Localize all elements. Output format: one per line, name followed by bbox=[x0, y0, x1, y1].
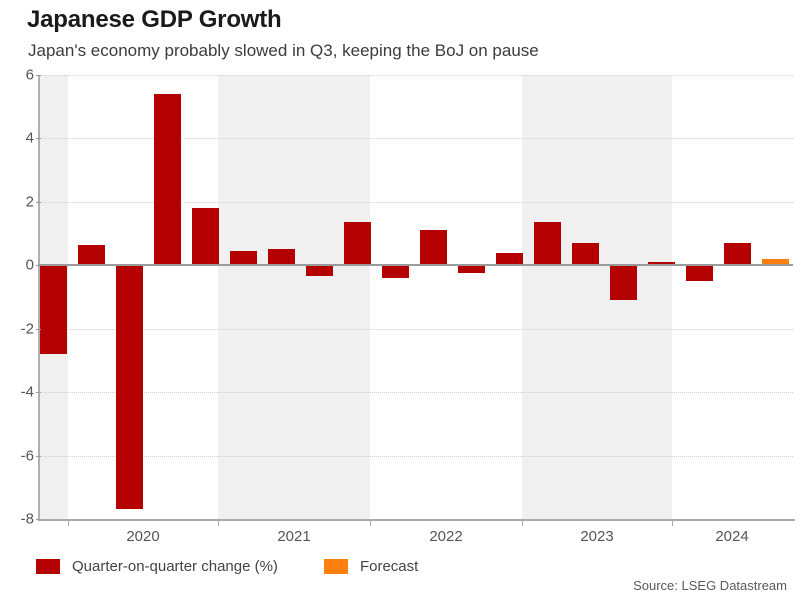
legend-swatch-actual bbox=[36, 559, 60, 574]
x-tick-label-2022: 2022 bbox=[429, 528, 463, 545]
bar-2023-q1[interactable] bbox=[572, 243, 599, 266]
y-tick-mark-2 bbox=[36, 201, 41, 203]
x-tick-label-2024: 2024 bbox=[715, 528, 749, 545]
source-attribution: Source: LSEG Datastream bbox=[633, 578, 787, 593]
y-tick-mark--8 bbox=[36, 519, 41, 520]
x-tick-label-2021: 2021 bbox=[277, 528, 311, 545]
y-tick-label-2: 2 bbox=[25, 193, 34, 211]
y-tick-label-6: 6 bbox=[25, 66, 34, 84]
bar-2022-q3[interactable] bbox=[496, 252, 523, 266]
bar-2019-q4[interactable] bbox=[78, 244, 105, 266]
x-tick-mark-1 bbox=[218, 519, 219, 526]
x-tick-mark-2 bbox=[370, 519, 371, 526]
bar-2024-q1[interactable] bbox=[724, 243, 751, 266]
gridline--6 bbox=[38, 455, 793, 457]
gridline--4 bbox=[38, 392, 793, 394]
shaded-band-1 bbox=[218, 75, 370, 519]
bar-2022-q4[interactable] bbox=[534, 222, 561, 266]
bar-2020-q1[interactable] bbox=[116, 265, 143, 510]
x-tick-mark-3 bbox=[522, 519, 523, 526]
legend: Quarter-on-quarter change (%) Forecast bbox=[36, 558, 418, 575]
legend-label-actual: Quarter-on-quarter change (%) bbox=[72, 558, 278, 575]
bar-2020-q2[interactable] bbox=[154, 94, 181, 266]
bar-2020-q3[interactable] bbox=[192, 208, 219, 266]
legend-swatch-forecast bbox=[323, 559, 348, 574]
bar-2023-q4[interactable] bbox=[686, 265, 713, 282]
legend-label-forecast: Forecast bbox=[359, 558, 419, 575]
y-tick-mark--2 bbox=[36, 328, 41, 330]
gridline-6 bbox=[38, 75, 793, 76]
bar-2021-q2[interactable] bbox=[306, 265, 333, 277]
legend-item-forecast[interactable]: Forecast bbox=[323, 558, 419, 575]
y-tick-mark--6 bbox=[36, 455, 41, 457]
bar-2022-q1[interactable] bbox=[420, 230, 447, 266]
x-axis-line bbox=[38, 519, 795, 521]
x-tick-label-2020: 2020 bbox=[126, 528, 160, 545]
bar-2024-q2[interactable] bbox=[762, 258, 789, 266]
y-tick-mark-6 bbox=[36, 75, 41, 76]
gridline-2 bbox=[38, 201, 793, 203]
gridline-4 bbox=[38, 138, 793, 140]
y-tick-label-0: 0 bbox=[25, 256, 34, 274]
y-axis-labels: 6 4 2 0 -2 -4 -6 -8 bbox=[0, 67, 34, 528]
y-tick-label--2: -2 bbox=[20, 320, 34, 338]
shaded-band-2 bbox=[522, 75, 672, 519]
bar-2022-q2[interactable] bbox=[458, 265, 485, 274]
gridline--2 bbox=[38, 328, 793, 330]
y-tick-mark-0 bbox=[36, 265, 41, 267]
y-tick-label--4: -4 bbox=[20, 383, 34, 401]
y-tick-mark-4 bbox=[36, 138, 41, 140]
bar-2021-q3[interactable] bbox=[344, 222, 371, 266]
y-tick-label--8: -8 bbox=[20, 510, 34, 528]
x-tick-mark-4 bbox=[672, 519, 673, 526]
x-tick-mark-0 bbox=[68, 519, 69, 526]
bar-2023-q3[interactable] bbox=[648, 262, 675, 266]
chart-subtitle: Japan's economy probably slowed in Q3, k… bbox=[28, 41, 539, 60]
bar-2021-q4[interactable] bbox=[382, 265, 409, 278]
zero-baseline bbox=[38, 264, 793, 267]
page-title: Japanese GDP Growth bbox=[27, 6, 282, 33]
y-tick-label--6: -6 bbox=[20, 447, 34, 465]
bar-2021-q1[interactable] bbox=[268, 249, 295, 266]
bar-2020-q4[interactable] bbox=[230, 251, 257, 266]
x-tick-label-2023: 2023 bbox=[580, 528, 614, 545]
legend-item-actual[interactable]: Quarter-on-quarter change (%) bbox=[36, 558, 278, 575]
y-tick-label-4: 4 bbox=[25, 129, 34, 147]
bar-2023-q2[interactable] bbox=[610, 265, 637, 301]
plot-area bbox=[38, 75, 793, 520]
y-tick-mark--4 bbox=[36, 392, 41, 394]
bar-2019-q3[interactable] bbox=[40, 265, 67, 355]
y-axis-line bbox=[38, 75, 40, 519]
